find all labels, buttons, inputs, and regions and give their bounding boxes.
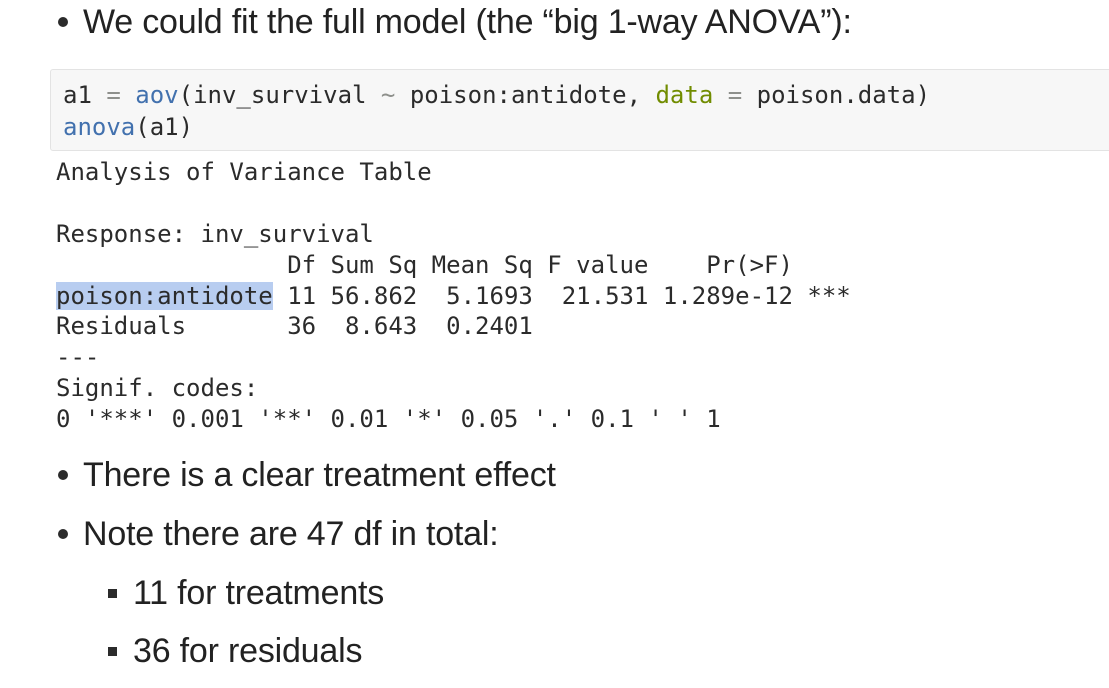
code-var: a1 [63, 81, 92, 109]
bullet-note: Note there are 47 df in total: [58, 514, 499, 554]
signif-label: Signif. codes: [56, 374, 259, 402]
code-fn-aov: aov [135, 81, 179, 109]
code-lhs: inv_survival [193, 81, 367, 109]
anova-row-treatment[interactable]: poison:antidote 11 56.862 5.1693 21.531 … [56, 280, 851, 312]
bullet-intro: We could fit the full model (the “big 1-… [58, 2, 852, 42]
bullet-intro-text: We could fit the full model (the “big 1-… [83, 2, 852, 41]
output-response: Response: inv_survival [56, 220, 374, 248]
square-bullet-icon [108, 588, 117, 598]
code-assign-op: = [91, 81, 136, 109]
sub-bullet-residuals-text: 36 for residuals [133, 631, 363, 670]
code-line-1: a1 = aov(inv_survival ~ poison:antidote,… [63, 79, 930, 111]
code-open-paren: ( [178, 81, 194, 109]
code-fn-anova: anova [63, 113, 136, 141]
code-anova-args: (a1) [135, 113, 194, 141]
code-eq-op: = [713, 81, 757, 109]
code-arg-name: data [655, 81, 714, 109]
anova-table-header: Df Sum Sq Mean Sq F value Pr(>F) [56, 251, 793, 279]
bullet-dot-icon [58, 470, 68, 480]
anova-row-residuals: Residuals 36 8.643 0.2401 [56, 312, 533, 340]
bullet-effect: There is a clear treatment effect [58, 455, 556, 495]
output-separator: --- [56, 343, 100, 371]
bullet-dot-icon [58, 17, 68, 27]
code-tilde: ~ [366, 81, 410, 109]
sub-bullet-treatments-text: 11 for treatments [133, 573, 385, 612]
bullet-note-text: Note there are 47 df in total: [83, 514, 499, 553]
code-block: a1 = aov(inv_survival ~ poison:antidote,… [50, 69, 1109, 151]
bullet-dot-icon [58, 529, 68, 539]
code-line-2: anova(a1) [63, 111, 193, 143]
sub-bullet-residuals: 36 for residuals [108, 631, 362, 671]
sub-bullet-treatments: 11 for treatments [108, 573, 384, 613]
code-rhs: poison:antidote, [409, 81, 656, 109]
output-heading: Analysis of Variance Table [56, 158, 432, 186]
bullet-effect-text: There is a clear treatment effect [83, 455, 556, 494]
anova-row-treatment-values: 11 56.862 5.1693 21.531 1.289e-12 *** [272, 282, 851, 310]
selected-term-text[interactable]: poison:antidote [56, 282, 273, 310]
signif-codes: 0 '***' 0.001 '**' 0.01 '*' 0.05 '.' 0.1… [56, 405, 721, 433]
code-arg-value: poison.data) [756, 81, 931, 109]
square-bullet-icon [108, 646, 117, 656]
